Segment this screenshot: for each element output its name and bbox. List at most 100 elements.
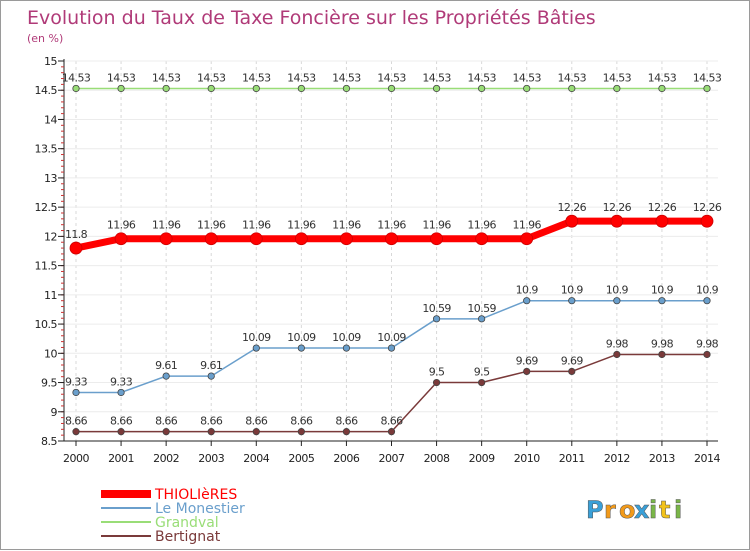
data-point — [700, 214, 714, 228]
y-tick-label: 15 — [44, 55, 57, 68]
data-label: 11.8 — [65, 228, 88, 241]
data-label: 10.09 — [332, 331, 361, 344]
data-point — [387, 344, 396, 352]
x-tick-label: 2007 — [379, 452, 405, 465]
data-point — [523, 297, 531, 305]
data-label: 8.66 — [290, 415, 313, 428]
data-label: 9.98 — [651, 337, 674, 350]
data-point — [252, 428, 260, 436]
data-label: 10.9 — [651, 284, 674, 297]
data-point — [430, 232, 443, 246]
data-point — [162, 428, 170, 436]
data-label: 14.53 — [603, 71, 632, 84]
data-label: 9.5 — [474, 366, 490, 379]
data-point — [342, 428, 351, 436]
data-labels: 11.8 11.96 11.96 11.96 11.96 11.96 11.96 11.96 1… — [62, 71, 723, 428]
legend-label: Bertignat — [155, 529, 221, 545]
data-point — [72, 428, 80, 436]
data-label: 10.09 — [242, 331, 271, 344]
data-label: 8.66 — [335, 415, 358, 428]
data-label: 10.59 — [422, 302, 451, 315]
y-tick-label: 11 — [44, 289, 57, 302]
data-label: 11.96 — [467, 219, 496, 232]
data-point — [478, 84, 486, 93]
legend-label: Le Monestier — [155, 501, 245, 517]
data-label: 12.26 — [558, 201, 587, 214]
logo-letter: o — [619, 496, 637, 524]
data-label: 9.69 — [516, 354, 539, 367]
data-point — [72, 84, 80, 93]
data-label: 8.66 — [380, 415, 403, 428]
data-label: 12.26 — [603, 201, 632, 214]
x-tick-label: 2009 — [469, 452, 495, 465]
data-label: 8.66 — [65, 415, 88, 428]
data-point — [207, 428, 215, 436]
y-tick-label: 9 — [51, 406, 58, 419]
axes: 8.5 9 9.5 10 10.5 11 11.5 12 12.5 13 13.5 14 14.5 15 2… — [35, 55, 721, 465]
data-point — [610, 214, 624, 228]
y-tick-label: 10.5 — [35, 318, 58, 331]
data-label: 14.53 — [242, 71, 271, 84]
data-label: 8.66 — [110, 415, 133, 428]
legend-label: THIOLIèRES — [154, 487, 237, 503]
data-point — [568, 367, 576, 376]
y-tick-label: 9.5 — [41, 377, 57, 390]
data-label: 11.96 — [332, 219, 361, 232]
x-tick-label: 2001 — [108, 452, 134, 465]
data-point — [568, 297, 576, 305]
data-label: 10.9 — [696, 284, 719, 297]
data-point — [252, 84, 260, 93]
data-label: 8.66 — [245, 415, 268, 428]
chart-title: Evolution du Taux de Taxe Foncière sur l… — [27, 7, 596, 29]
data-label: 8.66 — [155, 415, 178, 428]
data-point — [432, 378, 441, 387]
data-label: 14.53 — [107, 71, 136, 84]
data-label: 10.09 — [377, 331, 406, 344]
series-lines — [69, 84, 714, 436]
data-label: 14.53 — [693, 71, 722, 84]
data-label: 14.53 — [197, 71, 226, 84]
data-point — [249, 232, 263, 246]
data-label: 8.66 — [200, 415, 223, 428]
x-tick-label: 2011 — [559, 452, 585, 465]
data-point — [613, 84, 621, 93]
x-tick-label: 2013 — [649, 452, 675, 465]
data-point — [72, 388, 80, 397]
data-label: 14.53 — [648, 71, 677, 84]
y-tick-label: 12.5 — [35, 201, 58, 214]
data-label: 9.5 — [429, 366, 445, 379]
x-tick-label: 2005 — [288, 452, 314, 465]
x-tick-label: 2006 — [333, 452, 359, 465]
x-tick-label: 2000 — [63, 452, 89, 465]
data-point — [475, 232, 489, 246]
x-tick-label: 2014 — [694, 452, 720, 465]
y-tick-label: 12 — [44, 230, 57, 243]
y-tick-label: 13 — [44, 172, 57, 185]
logo-letter: i — [674, 496, 683, 524]
data-label: 10.9 — [516, 284, 539, 297]
data-point — [658, 84, 666, 93]
x-tick-label: 2003 — [198, 452, 224, 465]
chart-subtitle: (en %) — [27, 32, 63, 45]
data-point — [655, 214, 669, 228]
data-point — [387, 428, 396, 436]
data-label: 14.53 — [558, 71, 587, 84]
logo-letter: t — [659, 496, 671, 524]
logo-letter: r — [604, 496, 617, 524]
data-point — [703, 350, 711, 359]
data-label: 12.26 — [693, 201, 722, 214]
data-point — [114, 232, 128, 246]
data-label: 10.09 — [287, 331, 316, 344]
data-point — [207, 84, 215, 93]
x-tick-label: 2002 — [153, 452, 179, 465]
x-tick-label: 2004 — [243, 452, 269, 465]
x-tick-label: 2010 — [514, 452, 540, 465]
data-point — [340, 232, 353, 246]
data-label: 12.26 — [648, 201, 677, 214]
data-label: 14.53 — [467, 71, 496, 84]
data-label: 11.96 — [377, 219, 406, 232]
data-label: 11.96 — [152, 219, 181, 232]
logo-letter: P — [586, 496, 605, 524]
